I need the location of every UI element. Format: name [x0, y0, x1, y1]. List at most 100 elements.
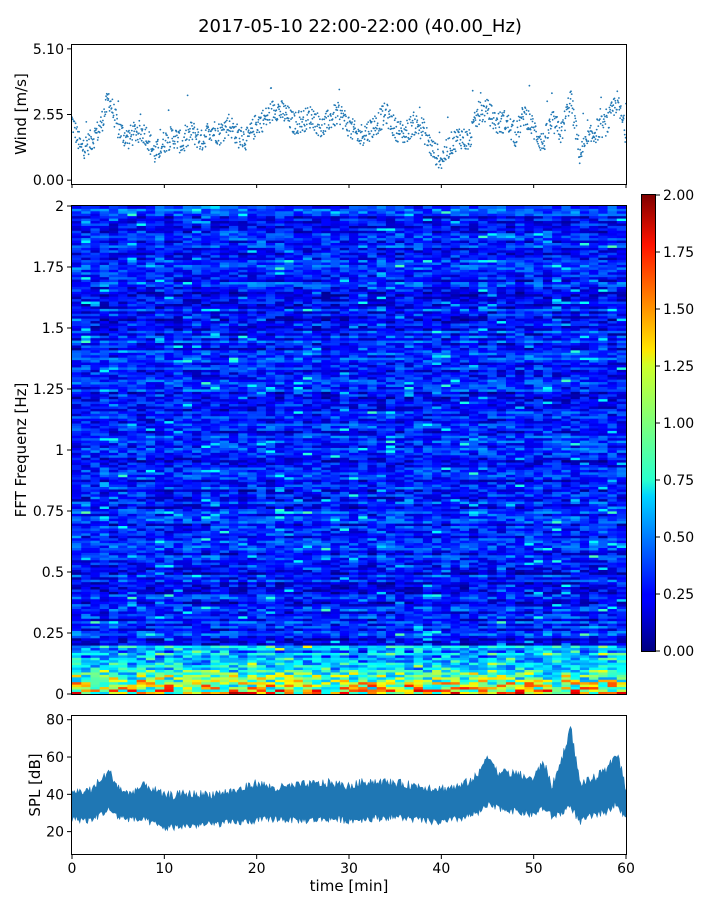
- wind-point: [549, 120, 551, 123]
- spectrogram-cell: [201, 662, 211, 666]
- spectrogram-cell: [275, 640, 285, 644]
- spectrogram-cell: [99, 667, 110, 670]
- wind-point: [383, 115, 385, 118]
- spectrogram-cell: [478, 574, 488, 578]
- spectrogram-cell: [616, 684, 627, 688]
- wind-point: [619, 117, 621, 119]
- spectrogram-cell: [524, 633, 535, 636]
- spectrogram-cell: [256, 679, 267, 683]
- wind-point: [479, 119, 481, 122]
- spectrogram-cell: [182, 676, 193, 680]
- wind-point: [561, 137, 564, 140]
- spectrogram-cell: [459, 681, 470, 685]
- spectrogram-cell: [90, 630, 101, 634]
- spectrogram-cell: [367, 633, 378, 636]
- spectrogram-cell: [358, 596, 368, 600]
- spectrogram-cell: [302, 569, 313, 573]
- spectrogram-cell: [136, 615, 147, 619]
- spectrogram-cell: [99, 596, 110, 600]
- spectrogram-cell: [127, 686, 138, 690]
- spectrogram-cell: [616, 625, 627, 629]
- spectrogram-cell: [321, 640, 331, 644]
- spectrogram-cell: [72, 603, 82, 607]
- spectrogram-cell: [395, 581, 405, 585]
- spectrogram-cell: [404, 664, 415, 668]
- spectrogram-cell: [505, 593, 516, 597]
- spectrogram-cell: [561, 689, 571, 692]
- spectrogram-cell: [616, 667, 627, 670]
- spectrogram-cell: [145, 576, 156, 580]
- wind-point: [104, 113, 107, 116]
- spectrogram-cell: [164, 552, 174, 556]
- spectrogram-cell: [598, 635, 608, 639]
- spectrogram-cell: [616, 635, 627, 639]
- spectrogram-cell: [533, 647, 544, 651]
- spectrogram-cell: [228, 640, 239, 644]
- wind-point: [432, 140, 435, 143]
- spectrogram-cell: [302, 579, 313, 583]
- spectrogram-cell: [145, 674, 156, 678]
- spectrogram-cell: [284, 674, 294, 678]
- spectrogram-cell: [579, 615, 590, 619]
- wind-point: [71, 118, 74, 121]
- wind-point: [183, 136, 186, 139]
- wind-point: [558, 126, 561, 129]
- spectrogram-cell: [136, 669, 147, 673]
- spectrogram-cell: [118, 645, 128, 649]
- spectrogram-cell: [487, 647, 498, 651]
- spectrogram-cell: [570, 606, 581, 609]
- wind-point: [364, 130, 367, 132]
- wind-point: [360, 139, 362, 142]
- spectrogram-cell: [505, 572, 516, 575]
- wind-point: [603, 113, 606, 116]
- spectrogram-cell: [136, 554, 147, 558]
- spectrogram-cell: [598, 562, 608, 566]
- spectrogram-cell: [422, 613, 433, 617]
- spectrogram-cell: [515, 584, 525, 588]
- spectrogram-cell: [275, 613, 285, 617]
- spectrogram-cell: [72, 625, 82, 629]
- wind-point: [300, 118, 302, 121]
- spectrogram-cell: [358, 647, 368, 651]
- wind-point: [567, 114, 570, 117]
- spectrogram-cell: [533, 672, 544, 675]
- wind-point: [202, 140, 205, 143]
- spectrogram-cell: [459, 672, 470, 675]
- spectrogram-cell: [607, 662, 618, 666]
- wind-point: [480, 113, 482, 116]
- wind-point: [128, 129, 130, 132]
- spectrogram-cell: [607, 620, 618, 624]
- wind-point: [553, 115, 555, 118]
- spectrogram-cell: [413, 574, 424, 578]
- spectrogram-cell: [247, 564, 258, 568]
- spectrogram-cell: [404, 628, 415, 631]
- spectrogram-cell: [515, 628, 525, 631]
- wind-point: [231, 117, 233, 120]
- spectrogram-cell: [247, 684, 258, 688]
- spectrogram-cell: [136, 596, 147, 600]
- wind-point: [587, 131, 590, 133]
- spectrogram-cell: [321, 572, 331, 575]
- wind-point: [418, 125, 420, 127]
- spectrogram-cell: [99, 579, 110, 583]
- spectrogram-cell: [247, 606, 258, 609]
- spectrogram-cell: [607, 674, 618, 678]
- spectrogram-cell: [99, 659, 110, 663]
- wind-point: [479, 92, 482, 94]
- wind-point: [563, 123, 566, 125]
- wind-y-tick-label: 5.10: [33, 42, 64, 58]
- spectrogram-cell: [561, 620, 571, 624]
- wind-point: [406, 119, 408, 122]
- spectrogram-cell: [173, 562, 184, 566]
- spectrogram-cell: [349, 589, 359, 592]
- wind-point: [366, 138, 369, 141]
- spectrogram-cell: [367, 662, 378, 666]
- spectrogram-cell: [90, 591, 101, 595]
- wind-point: [236, 123, 239, 126]
- spectrogram-cell: [487, 579, 498, 583]
- wind-point: [541, 147, 543, 150]
- spectrogram-cell: [90, 581, 101, 585]
- spectrogram-cell: [265, 615, 276, 619]
- wind-point: [311, 117, 314, 120]
- spectrogram-cell: [450, 662, 461, 666]
